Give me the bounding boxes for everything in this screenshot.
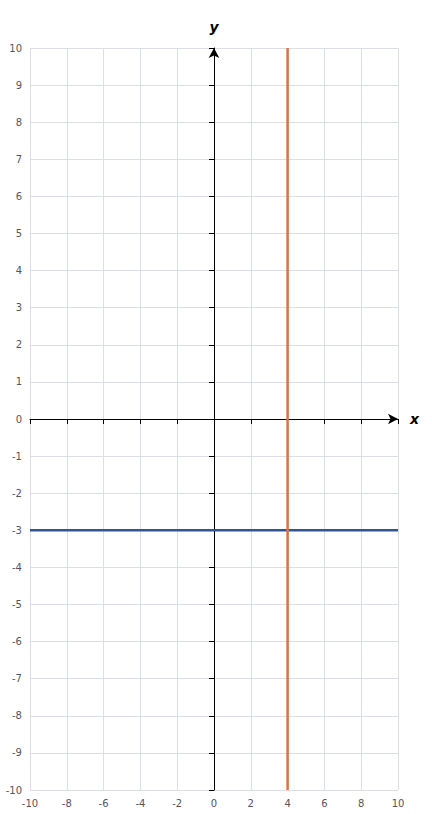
svg-text:-2: -2 [12, 488, 22, 499]
svg-text:2: 2 [248, 798, 254, 809]
svg-text:8: 8 [358, 798, 364, 809]
svg-text:1: 1 [16, 376, 22, 387]
svg-text:5: 5 [16, 228, 22, 239]
svg-text:9: 9 [16, 80, 22, 91]
svg-text:x: x [409, 411, 420, 427]
svg-text:-7: -7 [12, 673, 22, 684]
svg-text:10: 10 [392, 798, 405, 809]
svg-text:-4: -4 [12, 562, 22, 573]
svg-text:0: 0 [16, 414, 22, 425]
svg-text:2: 2 [16, 339, 22, 350]
svg-text:-6: -6 [12, 636, 22, 647]
svg-text:0: 0 [211, 798, 217, 809]
svg-text:6: 6 [16, 191, 22, 202]
svg-text:-8: -8 [62, 798, 72, 809]
svg-text:4: 4 [16, 265, 22, 276]
svg-text:-1: -1 [12, 451, 22, 462]
svg-text:6: 6 [321, 798, 327, 809]
svg-text:y: y [209, 19, 219, 35]
svg-text:-6: -6 [99, 798, 109, 809]
svg-text:-9: -9 [12, 747, 22, 758]
svg-text:-5: -5 [12, 599, 22, 610]
svg-text:8: 8 [16, 117, 22, 128]
svg-text:7: 7 [16, 154, 22, 165]
svg-text:4: 4 [284, 798, 290, 809]
svg-text:-3: -3 [12, 525, 22, 536]
svg-text:3: 3 [16, 302, 22, 313]
svg-text:-4: -4 [135, 798, 145, 809]
svg-text:-2: -2 [172, 798, 182, 809]
svg-text:-8: -8 [12, 710, 22, 721]
svg-text:-10: -10 [22, 798, 38, 809]
svg-text:10: 10 [9, 43, 22, 54]
svg-text:-10: -10 [6, 785, 22, 796]
